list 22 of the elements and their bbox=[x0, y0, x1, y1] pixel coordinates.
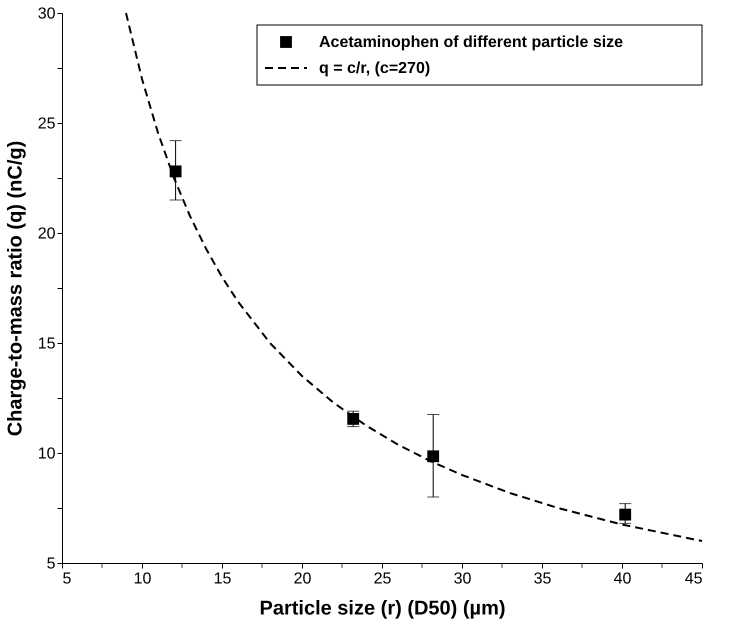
x-axis-title: Particle size (r) (D50) (µm) bbox=[259, 598, 506, 620]
x-tick-label: 25 bbox=[374, 570, 392, 588]
legend-label: q = c/r, (c=270) bbox=[319, 60, 430, 77]
line-series bbox=[125, 12, 703, 542]
point bbox=[170, 165, 182, 178]
legend-label: Acetaminophen of different particle size bbox=[319, 34, 624, 51]
y-tick-label: 30 bbox=[38, 6, 56, 22]
x-tick-label: 10 bbox=[134, 570, 152, 588]
y-axis-title: Charge-to-mass ratio (q) (nC/g) bbox=[4, 140, 27, 436]
x-tick-label: 30 bbox=[454, 570, 472, 588]
x-tick-label: 5 bbox=[62, 570, 72, 588]
x-tick-label: 15 bbox=[214, 570, 232, 588]
x-tick-label: 35 bbox=[534, 570, 552, 588]
x-tick-label: 40 bbox=[614, 570, 632, 588]
point bbox=[619, 508, 632, 521]
y-tick-label: 10 bbox=[38, 446, 56, 462]
y-tick-label: 15 bbox=[38, 336, 56, 352]
y-tick-label: 20 bbox=[38, 226, 56, 242]
x-tick-label: 20 bbox=[294, 570, 312, 588]
y-tick-label: 5 bbox=[46, 556, 56, 572]
y-tick-label: 25 bbox=[38, 116, 56, 132]
x-tick-label: 45 bbox=[684, 570, 703, 588]
